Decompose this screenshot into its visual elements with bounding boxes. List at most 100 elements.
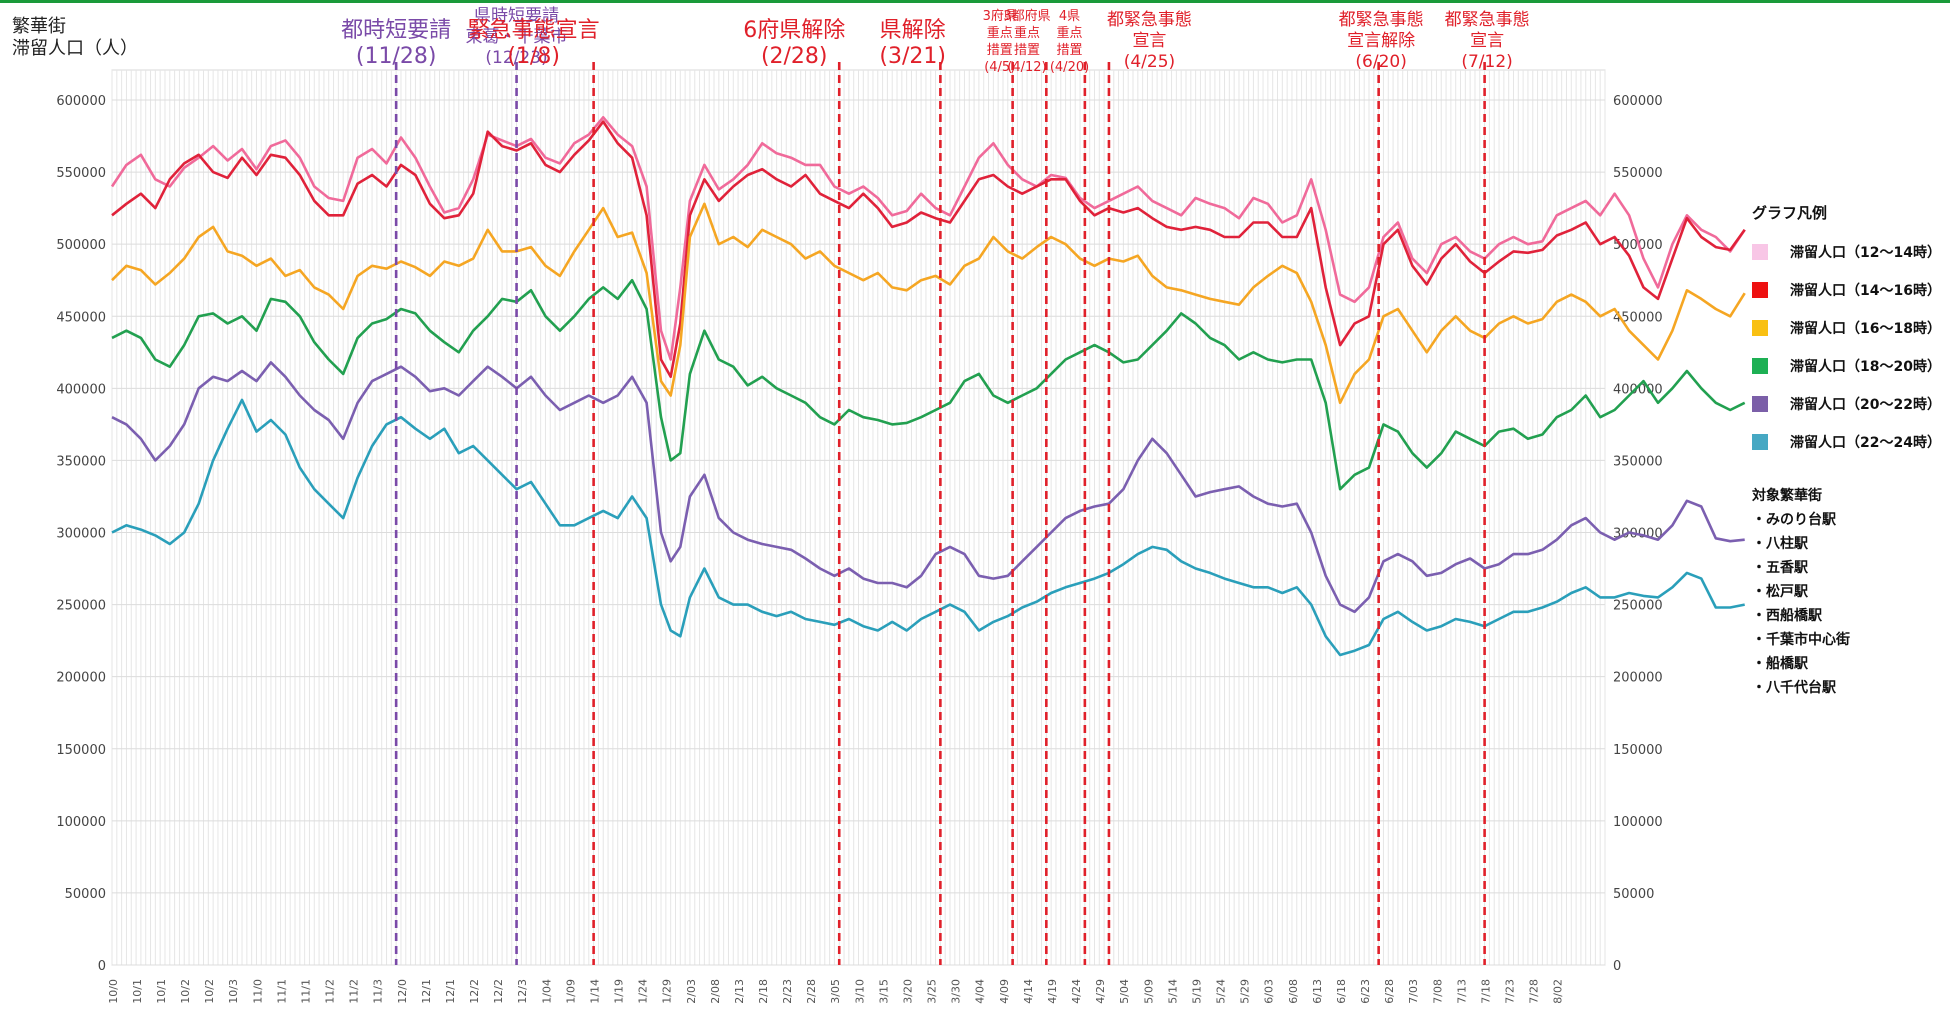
legend-label: 滞留人口（20～22時）	[1790, 397, 1941, 413]
x-tick-label: 5/29	[1239, 979, 1252, 1004]
x-tick-label: 2/23	[781, 979, 794, 1004]
legend-swatch	[1752, 358, 1768, 374]
x-tick-label: 4/14	[1022, 979, 1035, 1004]
event-annotation-line: 措置	[1056, 43, 1083, 58]
x-tick-label: 5/14	[1166, 979, 1179, 1004]
x-tick-label: 4/19	[1046, 979, 1059, 1004]
legend-swatch	[1752, 396, 1768, 412]
legend: グラフ凡例 滞留人口（12～14時） 滞留人口（14～16時） 滞留人口（16～18…	[1752, 202, 1941, 461]
series-line-2	[111, 120, 1746, 379]
event-annotation-7: 3都府県 重点 措置 (4/12)	[1003, 8, 1050, 76]
x-tick-label: 12/3	[516, 979, 529, 1004]
target-area-item: ・八千代台駅	[1752, 680, 1836, 696]
x-tick-label: 6/28	[1383, 979, 1396, 1004]
x-tick-label: 6/13	[1311, 979, 1324, 1004]
series-line-1	[110, 116, 1746, 361]
x-tick-label: 5/24	[1215, 979, 1228, 1004]
x-tick-label: 10/3	[227, 979, 240, 1004]
target-areas-list: ・みのり台駅 ・八柱駅 ・五香駅 ・松戸駅 ・西船橋駅 ・千葉市中心街 ・船橋駅 ・八千代台駅	[1752, 508, 1850, 696]
target-area-item: ・五香駅	[1752, 560, 1808, 576]
x-tick-label: 1/19	[613, 979, 626, 1004]
target-area-item: ・西船橋駅	[1752, 608, 1822, 624]
x-tick-label: 2/13	[733, 979, 746, 1004]
target-areas-title: 対象繁華街	[1752, 488, 1822, 504]
x-tick-label: 7/28	[1528, 979, 1541, 1004]
event-annotation-5: 県解除 (3/21)	[879, 18, 946, 70]
legend-swatch	[1752, 282, 1768, 298]
event-annotation-line: 4県	[1058, 9, 1081, 24]
x-tick-label: 11/2	[324, 979, 337, 1004]
legend-label: 滞留人口（16～18時）	[1790, 321, 1941, 337]
event-annotation-line: 3府県	[982, 9, 1017, 24]
event-annotation-line: (11/28)	[355, 44, 437, 69]
x-tick-label: 10/2	[203, 979, 216, 1004]
x-tick-label: 1/29	[661, 979, 674, 1004]
y-tick-label-right: 400000	[1613, 382, 1663, 397]
event-annotation-line: 都時短要請	[341, 18, 452, 43]
x-tick-label: 6/23	[1359, 979, 1372, 1004]
y-tick-label-left: 150000	[56, 743, 106, 758]
event-annotation-line: (4/20)	[1049, 60, 1090, 75]
legend-item: 滞留人口（18～20時）	[1752, 347, 1941, 385]
legend-label: 滞留人口（18～20時）	[1790, 359, 1941, 375]
event-annotation-11: 都緊急事態 宣言 (7/12)	[1445, 10, 1530, 73]
y-tick-label-left: 500000	[56, 238, 106, 253]
legend-swatch	[1752, 434, 1768, 450]
legend-item: 滞留人口（20～22時）	[1752, 385, 1941, 423]
legend-swatch	[1752, 244, 1768, 260]
event-annotation-line: 重点	[1013, 26, 1040, 41]
y-tick-label-left: 50000	[65, 887, 106, 902]
x-tick-label: 3/30	[950, 979, 963, 1004]
y-tick-label-left: 350000	[56, 454, 106, 469]
x-tick-label: 2/08	[709, 979, 722, 1004]
event-annotation-line: (6/20)	[1355, 52, 1407, 72]
y-tick-label-left: 300000	[56, 527, 106, 542]
x-tick-label: 5/09	[1142, 979, 1155, 1004]
legend-label: 滞留人口（12～14時）	[1790, 245, 1941, 261]
event-annotation-line: 都緊急事態	[1444, 10, 1530, 30]
event-annotation-line: (2/28)	[760, 44, 828, 69]
legend-items: 滞留人口（12～14時） 滞留人口（14～16時） 滞留人口（16～18時） 滞留人口…	[1752, 233, 1941, 461]
x-tick-label: 1/14	[588, 979, 601, 1004]
event-annotation-line: (1/8)	[507, 44, 560, 69]
x-tick-label: 6/03	[1263, 979, 1276, 1004]
series-line-5	[111, 361, 1745, 614]
x-tick-label: 12/0	[396, 979, 409, 1004]
x-tick-label: 12/2	[492, 979, 505, 1004]
x-tick-label: 4/09	[998, 979, 1011, 1004]
event-annotation-10: 都緊急事態 宣言解除 (6/20)	[1339, 10, 1424, 73]
legend-title: グラフ凡例	[1752, 204, 1828, 222]
target-area-item: ・千葉市中心街	[1752, 632, 1850, 648]
x-tick-label: 8/02	[1552, 979, 1565, 1004]
x-tick-label: 12/1	[444, 979, 457, 1004]
x-tick-label: 10/0	[107, 979, 120, 1004]
event-annotation-line: 緊急事態宣言	[467, 18, 600, 43]
event-annotation-2: 県時短要請 東葛・千葉市 (12/23)	[466, 6, 568, 69]
event-annotation-line: 宣言	[1470, 31, 1505, 51]
x-tick-label: 12/1	[420, 979, 433, 1004]
event-annotation-line: 重点	[986, 26, 1013, 41]
series-line-4	[111, 278, 1746, 491]
y-tick-label-right: 450000	[1613, 310, 1663, 325]
event-annotation-line: 宣言解除	[1347, 31, 1416, 51]
event-annotation-line: 都緊急事態	[1106, 10, 1192, 30]
legend-item: 滞留人口（22～24時）	[1752, 423, 1941, 461]
target-area-item: ・八柱駅	[1752, 536, 1808, 552]
event-annotation-line: 県時短要請	[474, 6, 560, 26]
x-tick-label: 4/04	[974, 979, 987, 1004]
legend-label: 滞留人口（14～16時）	[1790, 283, 1941, 299]
target-area-item: ・船橋駅	[1752, 656, 1808, 672]
x-tick-label: 5/19	[1190, 979, 1203, 1004]
y-axis-label-line1: 繁華街	[12, 16, 66, 37]
y-tick-label-right: 100000	[1613, 815, 1663, 830]
y-tick-label-left: 550000	[56, 166, 106, 181]
y-tick-label-right: 350000	[1613, 454, 1663, 469]
x-tick-label: 11/1	[275, 979, 288, 1004]
series-line-3	[111, 202, 1746, 405]
event-annotation-line: 都緊急事態	[1338, 10, 1424, 30]
y-tick-label-right: 250000	[1613, 599, 1663, 614]
event-annotation-3: 緊急事態宣言 (1/8)	[468, 18, 600, 70]
x-tick-label: 3/15	[877, 979, 890, 1004]
event-annotation-line: 宣言	[1132, 31, 1167, 51]
